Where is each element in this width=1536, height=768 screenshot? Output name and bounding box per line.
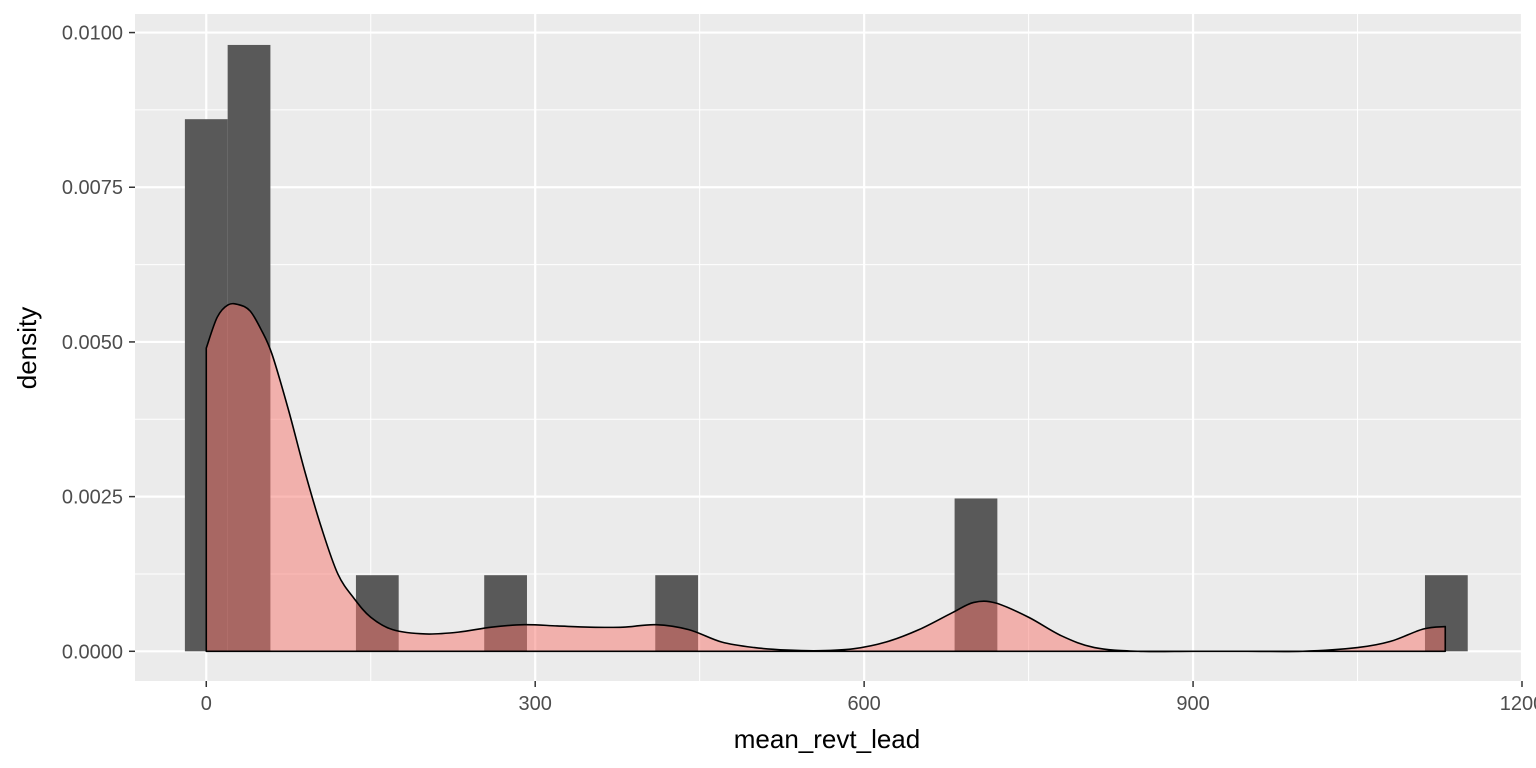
y-tick-label: 0.0075: [62, 177, 123, 199]
x-tick-label: 600: [847, 693, 880, 715]
x-tick-label: 300: [519, 693, 552, 715]
x-tick-label: 0: [201, 693, 212, 715]
y-tick-label: 0.0025: [62, 487, 123, 509]
density-area: [205, 302, 1447, 653]
grid-minor: [135, 14, 1522, 681]
y-tick-label: 0.0050: [62, 332, 123, 354]
y-tick-label: 0.0100: [62, 23, 123, 45]
y-tick-label: 0.0000: [62, 641, 123, 663]
x-tick-label: 900: [1176, 693, 1209, 715]
x-axis: 0 300 600 900 1200: [201, 681, 1536, 715]
x-tick-label: 1200: [1500, 693, 1536, 715]
y-axis-title: density: [12, 307, 42, 389]
x-axis-title: mean_revt_lead: [734, 724, 920, 754]
density-layer: [205, 302, 1447, 653]
y-axis: 0.0000 0.0025 0.0050 0.0075 0.0100: [62, 23, 135, 663]
panel-background: [135, 14, 1522, 681]
